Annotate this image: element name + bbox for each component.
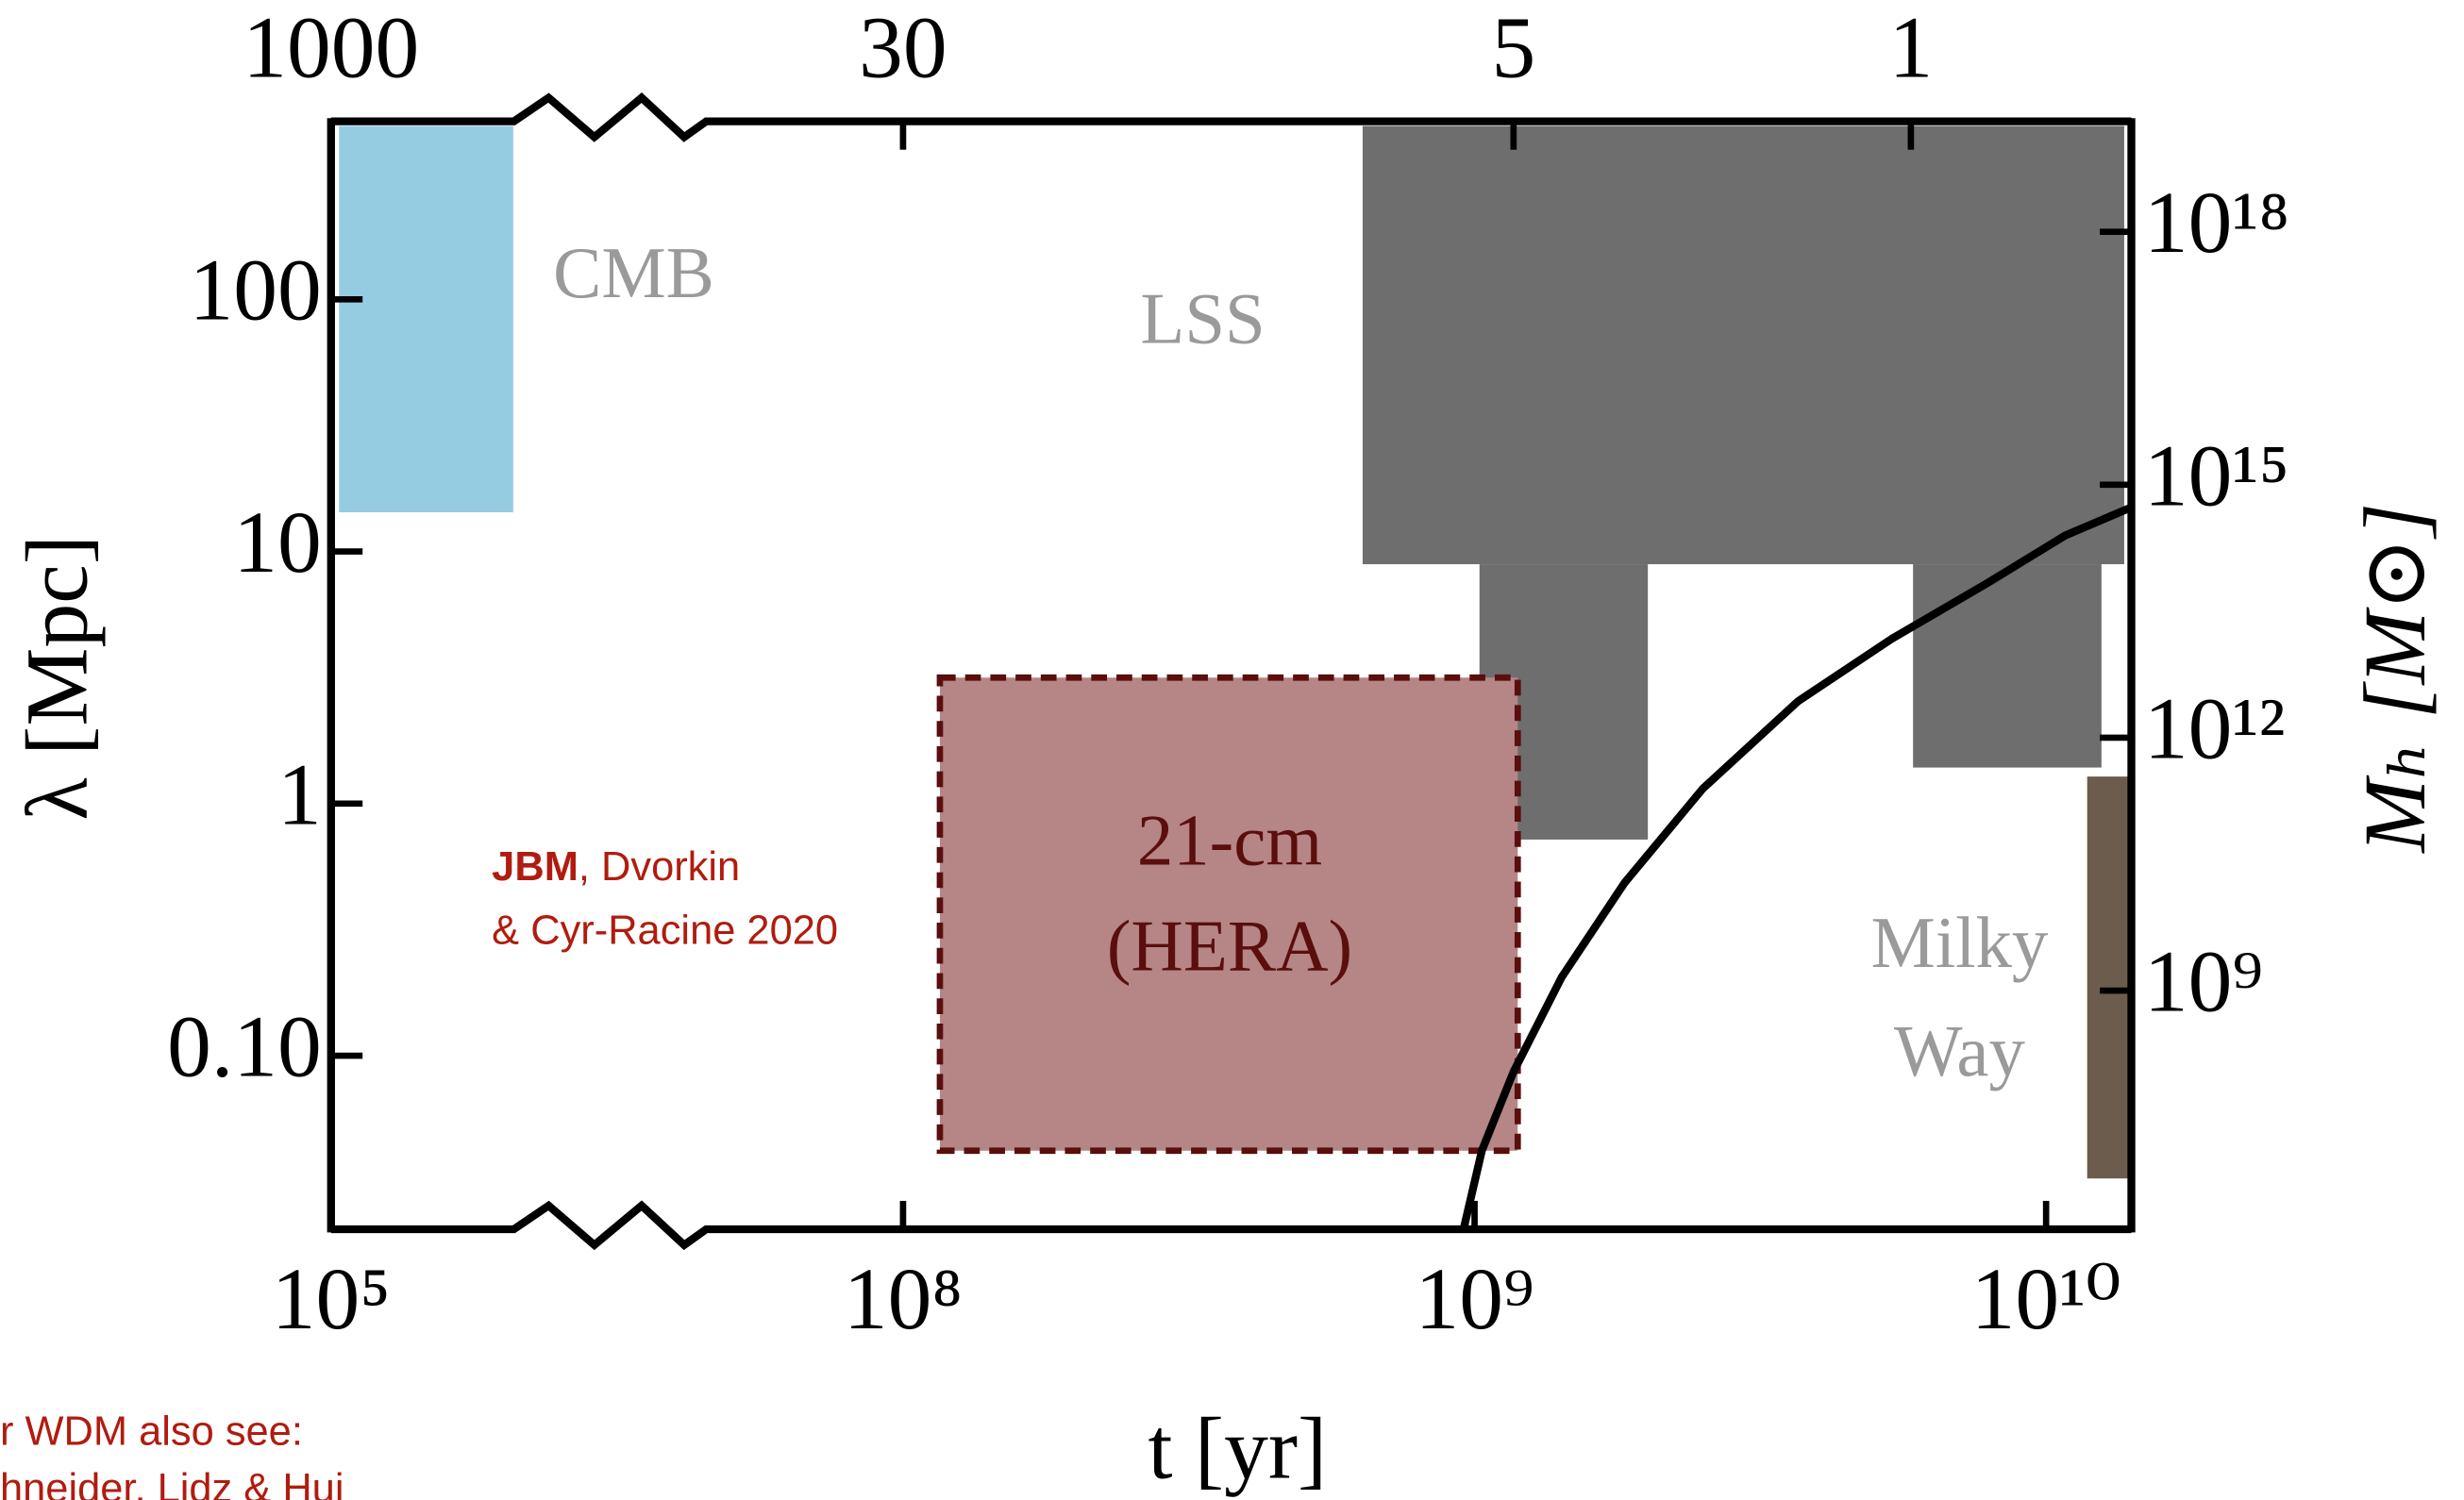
region-label: (HERA): [1107, 906, 1352, 986]
curves: [1459, 503, 2134, 1230]
y-axis-label: λ [Mpc]: [9, 535, 107, 820]
region-label: 21-cm: [1137, 800, 1322, 880]
x-tick-label: 10⁵: [272, 1251, 391, 1348]
y-tick-label: 100: [189, 242, 321, 340]
region-label: LSS: [1140, 278, 1265, 358]
x-tick-label: 10¹⁰: [1971, 1251, 2121, 1348]
x2-tick-label: 1: [1889, 0, 1934, 97]
annotation: & Cyr-Racine 2020: [492, 908, 838, 953]
region-label: Way: [1894, 1011, 2025, 1092]
x-axis-label: t [yr]: [1148, 1401, 1328, 1498]
annotation-text: , Dvorkin: [578, 845, 740, 891]
x-tick-label: 10⁹: [1415, 1251, 1534, 1348]
annotation-bold: JBM: [492, 845, 578, 891]
annotation: r WDM also see:: [0, 1409, 303, 1455]
top-axis: [330, 92, 2132, 142]
y-tick-label: 0.10: [167, 999, 322, 1096]
x-tick-label: 10⁸: [844, 1251, 963, 1348]
annotation: JBM, Dvorkin: [492, 845, 740, 891]
y2-tick-label: 10¹⁸: [2144, 175, 2289, 272]
y-tick-label: 10: [233, 494, 322, 592]
region-box: [1913, 564, 2102, 768]
bottom-axis: [330, 1200, 2132, 1251]
ticks: 10⁵ 10⁸ 10⁹ 10¹⁰ 1000 30 5 1 0.10 1 10 100 10⁹ 10¹² 10…: [167, 0, 2289, 1348]
region-box: [936, 674, 1521, 1155]
y2-axis-label: Mₕ [M⊙]: [2347, 503, 2444, 855]
x2-tick-label: 5: [1491, 0, 1535, 97]
annotation: hneider, Lidz & Hui: [0, 1466, 344, 1500]
region-label: Milky: [1871, 903, 2049, 983]
region-box: [339, 125, 513, 513]
x2-tick-label: 30: [859, 0, 947, 97]
y2-tick-label: 10¹²: [2144, 680, 2286, 777]
x2-tick-label: 1000: [243, 0, 419, 97]
y2-tick-label: 10¹⁵: [2144, 427, 2289, 525]
y2-tick-label: 10⁹: [2144, 934, 2263, 1031]
region-label: CMB: [553, 233, 714, 313]
regions: [339, 125, 2128, 1179]
curve: [1459, 503, 2134, 1230]
y-tick-label: 1: [277, 746, 322, 843]
region-box: [1362, 125, 2124, 565]
region-box: [2087, 776, 2128, 1179]
frame: [327, 92, 2136, 1251]
